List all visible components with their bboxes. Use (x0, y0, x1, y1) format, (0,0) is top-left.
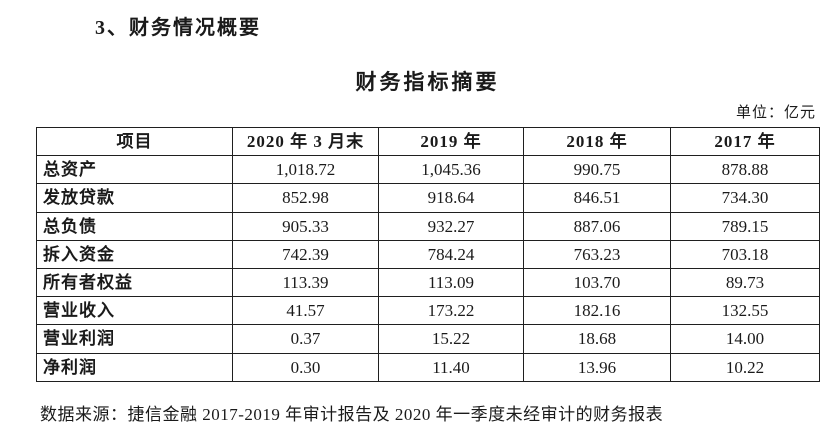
value-cell: 763.23 (523, 239, 671, 269)
value-cell: 887.06 (523, 211, 671, 241)
value-cell: 990.75 (523, 155, 671, 185)
row-label-operating-profit: 营业利润 (36, 324, 233, 354)
value-cell: 905.33 (232, 211, 379, 241)
value-cell: 173.22 (378, 296, 524, 326)
table-row: 拆入资金 742.39 784.24 763.23 703.18 (36, 239, 820, 269)
financial-indicators-table: 项目 2020 年 3 月末 2019 年 2018 年 2017 年 总资产 … (36, 126, 820, 382)
value-cell: 0.37 (232, 324, 379, 354)
row-label-operating-revenue: 营业收入 (36, 296, 233, 326)
row-label-total-assets: 总资产 (36, 155, 233, 185)
row-label-loans-issued: 发放贷款 (36, 183, 233, 213)
value-cell: 13.96 (523, 352, 671, 382)
row-label-total-liabilities: 总负债 (36, 211, 233, 241)
value-cell: 15.22 (378, 324, 524, 354)
table-row: 总负债 905.33 932.27 887.06 789.15 (36, 211, 820, 241)
value-cell: 14.00 (670, 324, 820, 354)
header-cell-2020q1: 2020 年 3 月末 (232, 126, 379, 157)
header-cell-2017: 2017 年 (670, 126, 820, 157)
value-cell: 113.09 (378, 267, 524, 298)
value-cell: 103.70 (523, 267, 671, 298)
table-row: 所有者权益 113.39 113.09 103.70 89.73 (36, 267, 820, 298)
value-cell: 0.30 (232, 352, 379, 382)
value-cell: 1,045.36 (378, 155, 524, 185)
value-cell: 932.27 (378, 211, 524, 241)
table-row: 总资产 1,018.72 1,045.36 990.75 878.88 (36, 155, 820, 185)
row-label-owners-equity: 所有者权益 (36, 267, 233, 298)
value-cell: 1,018.72 (232, 155, 379, 185)
value-cell: 113.39 (232, 267, 379, 298)
table-row: 营业利润 0.37 15.22 18.68 14.00 (36, 324, 820, 354)
value-cell: 41.57 (232, 296, 379, 326)
table-header-row: 项目 2020 年 3 月末 2019 年 2018 年 2017 年 (36, 126, 820, 157)
header-cell-2019: 2019 年 (378, 126, 524, 157)
row-label-net-profit: 净利润 (36, 352, 233, 382)
value-cell: 703.18 (670, 239, 820, 269)
value-cell: 132.55 (670, 296, 820, 326)
table-row: 营业收入 41.57 173.22 182.16 132.55 (36, 296, 820, 326)
data-source-note: 数据来源：捷信金融 2017-2019 年审计报告及 2020 年一季度未经审计… (40, 405, 664, 424)
value-cell: 852.98 (232, 183, 379, 213)
table-row: 净利润 0.30 11.40 13.96 10.22 (36, 352, 820, 382)
header-cell-2018: 2018 年 (523, 126, 671, 157)
unit-note: 单位：亿元 (735, 105, 816, 121)
value-cell: 182.16 (523, 296, 671, 326)
value-cell: 789.15 (670, 211, 820, 241)
row-label-borrowed-funds: 拆入资金 (36, 239, 233, 269)
value-cell: 734.30 (670, 183, 820, 213)
value-cell: 18.68 (523, 324, 671, 354)
section-title: 3、财务情况概要 (95, 17, 261, 39)
value-cell: 10.22 (670, 352, 820, 382)
value-cell: 742.39 (232, 239, 379, 269)
value-cell: 878.88 (670, 155, 820, 185)
table-title: 财务指标摘要 (355, 70, 500, 94)
table-row: 发放贷款 852.98 918.64 846.51 734.30 (36, 183, 820, 213)
value-cell: 846.51 (523, 183, 671, 213)
value-cell: 11.40 (378, 352, 524, 382)
value-cell: 89.73 (670, 267, 820, 298)
value-cell: 784.24 (378, 239, 524, 269)
value-cell: 918.64 (378, 183, 524, 213)
header-cell-item: 项目 (36, 126, 233, 157)
